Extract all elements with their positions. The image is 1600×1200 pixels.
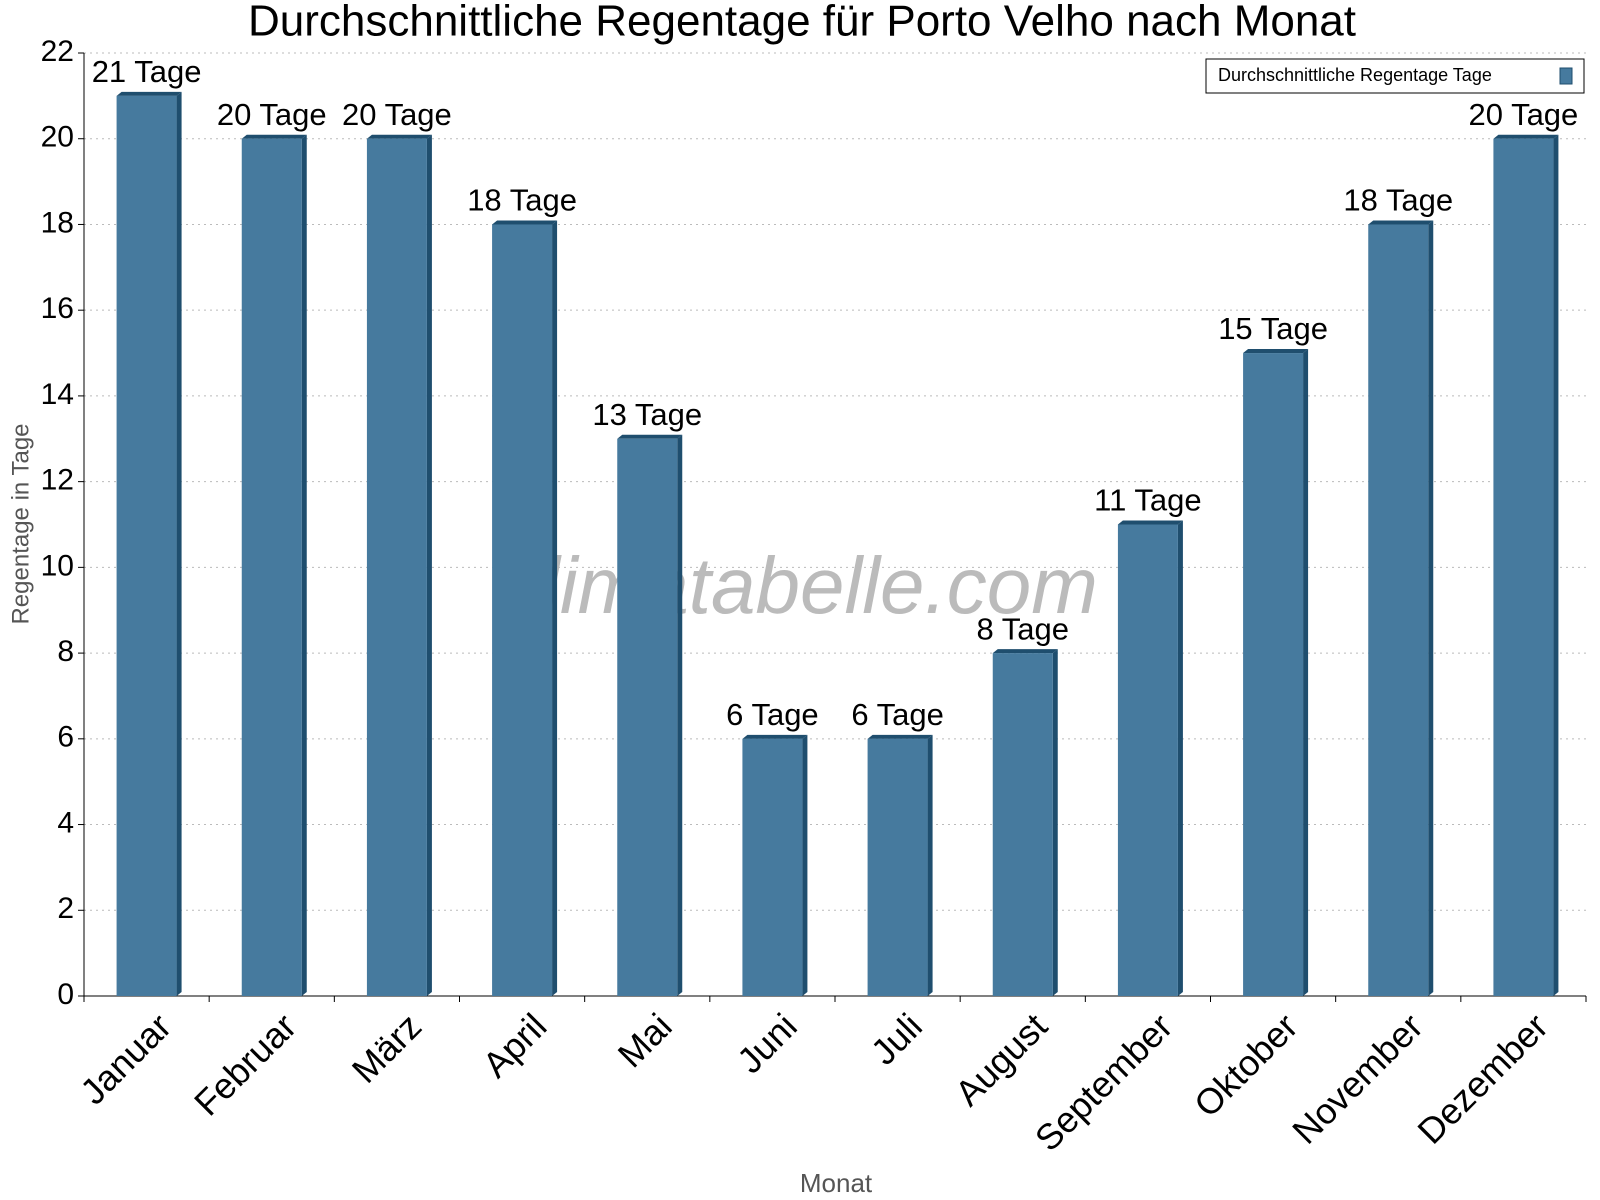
- y-tick-label: 6: [57, 721, 74, 754]
- bar-side: [927, 734, 933, 996]
- bar-side: [301, 134, 307, 996]
- bar-top: [241, 134, 307, 139]
- bar: [116, 95, 177, 996]
- bar-side: [1428, 220, 1434, 997]
- value-label: 6 Tage: [851, 697, 944, 732]
- bar-side: [677, 434, 683, 997]
- value-label: 18 Tage: [1343, 183, 1453, 218]
- watermark: klimatabelle.com: [502, 541, 1098, 630]
- value-label: 13 Tage: [592, 397, 702, 432]
- value-label: 20 Tage: [1469, 97, 1579, 132]
- bar-top: [742, 734, 808, 739]
- bar-top: [1493, 134, 1559, 139]
- bar: [867, 738, 928, 996]
- legend-label: Durchschnittliche Regentage Tage: [1218, 65, 1492, 85]
- y-tick-label: 8: [57, 635, 74, 668]
- legend-swatch: [1559, 67, 1573, 85]
- bar: [1117, 524, 1178, 996]
- bar-top: [1243, 349, 1309, 354]
- bar: [617, 438, 678, 997]
- y-axis-label: Regentage in Tage: [7, 423, 34, 624]
- bar-top: [617, 434, 683, 439]
- bar-top: [116, 91, 182, 96]
- value-label: 6 Tage: [726, 697, 819, 732]
- bar: [492, 224, 553, 997]
- y-tick-label: 12: [41, 464, 74, 497]
- value-label: 21 Tage: [92, 54, 202, 89]
- value-label: 20 Tage: [217, 97, 327, 132]
- bar-side: [176, 91, 182, 996]
- bar-side: [1177, 520, 1183, 996]
- bar: [1368, 224, 1429, 997]
- value-label: 18 Tage: [467, 183, 577, 218]
- y-tick-label: 16: [41, 292, 74, 325]
- y-tick-label: 20: [41, 121, 74, 154]
- y-tick-label: 2: [57, 892, 74, 925]
- legend-box: [1205, 58, 1585, 94]
- value-label: 8 Tage: [976, 611, 1069, 646]
- bar-top: [492, 220, 558, 225]
- value-label: 20 Tage: [342, 97, 452, 132]
- y-tick-label: 0: [57, 978, 74, 1011]
- bar-top: [1117, 520, 1183, 525]
- value-label: 11 Tage: [1094, 483, 1201, 518]
- bar: [1493, 138, 1554, 996]
- bar: [742, 738, 803, 996]
- y-tick-label: 14: [41, 378, 74, 411]
- bar-side: [552, 220, 558, 997]
- bar: [366, 138, 427, 996]
- bar: [992, 653, 1053, 996]
- y-tick-label: 4: [57, 806, 74, 839]
- y-tick-label: 18: [41, 206, 74, 239]
- bar-side: [1553, 134, 1559, 996]
- bar: [241, 138, 302, 996]
- bar-top: [1368, 220, 1434, 225]
- y-tick-label: 10: [41, 549, 74, 582]
- bar-side: [1052, 649, 1058, 996]
- bar-side: [1303, 349, 1309, 997]
- value-label: 15 Tage: [1218, 311, 1328, 346]
- chart-title: Durchschnittliche Regentage für Porto Ve…: [248, 0, 1356, 46]
- bar-top: [992, 649, 1058, 654]
- y-tick-label: 22: [41, 35, 74, 68]
- bar-top: [867, 734, 933, 739]
- bar-side: [802, 734, 808, 996]
- bar-top: [366, 134, 432, 139]
- x-axis-label: Monat: [800, 1168, 873, 1198]
- bar-side: [426, 134, 432, 996]
- bar: [1243, 353, 1304, 997]
